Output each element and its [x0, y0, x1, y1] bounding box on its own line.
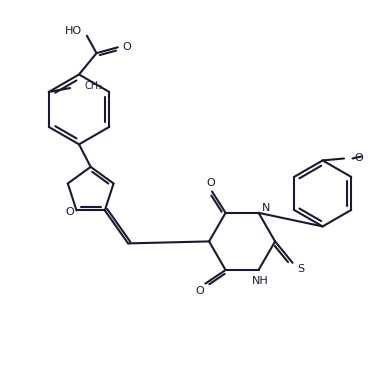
Text: CH₃: CH₃ — [85, 81, 103, 91]
Text: O: O — [65, 208, 74, 217]
Text: S: S — [297, 263, 304, 274]
Text: O: O — [122, 42, 131, 52]
Text: O: O — [195, 287, 204, 296]
Text: HO: HO — [65, 26, 82, 36]
Text: NH: NH — [252, 276, 269, 286]
Text: N: N — [262, 203, 270, 213]
Text: O: O — [207, 178, 215, 188]
Text: O: O — [354, 153, 363, 163]
